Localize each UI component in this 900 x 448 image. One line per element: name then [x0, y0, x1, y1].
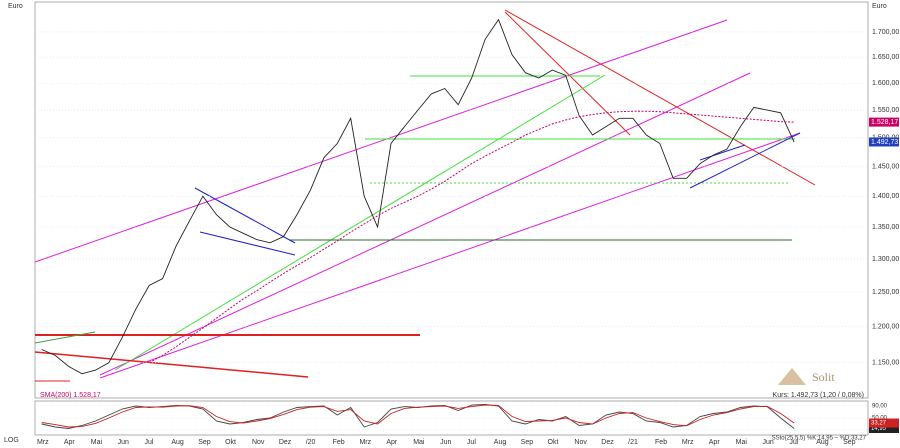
value-badge — [869, 137, 899, 147]
x-tick-label: Jul — [144, 439, 153, 446]
x-tick-label: Nov — [252, 439, 265, 446]
x-tick-label: Mrz — [359, 439, 371, 446]
x-tick-label: Dez — [601, 439, 614, 446]
trendlines — [34, 9, 816, 382]
x-tick-label: Okt — [225, 439, 236, 446]
y-tick-label: 1.600,00 — [872, 80, 899, 87]
y-tick-label: 1.300,00 — [872, 256, 899, 263]
x-tick-label: Jun — [440, 439, 451, 446]
trendline — [504, 9, 816, 186]
logo-icon — [778, 368, 806, 385]
x-tick-label: Nov — [574, 439, 587, 446]
trendline — [194, 187, 296, 244]
unit-label: Euro — [8, 3, 23, 10]
value-badge — [869, 424, 899, 434]
x-tick-label: Mai — [413, 439, 425, 446]
x-tick-label: Mrz — [682, 439, 694, 446]
x-tick-label: Feb — [333, 439, 345, 446]
x-tick-label: Apr — [64, 439, 76, 446]
x-tick-label: Jun — [763, 439, 774, 446]
value-badge — [869, 117, 899, 127]
trendline — [34, 331, 96, 344]
x-tick-label: Sep — [198, 439, 211, 446]
y-tick-label: 1.150,00 — [872, 360, 899, 367]
trendline — [699, 144, 746, 161]
x-tick-label: Sep — [521, 439, 534, 446]
y-tick-label: 1.350,00 — [872, 224, 899, 231]
x-tick-label: Okt — [548, 439, 559, 446]
value-badge-label: 1.528,17 — [871, 119, 898, 126]
stoch-legend: SSto(25,5,5) %K:14,95 – %D:33,27 — [772, 436, 867, 442]
x-tick-label: Mai — [91, 439, 103, 446]
value-badge-label: 33,27 — [871, 421, 887, 427]
y-tick-label: 1.650,00 — [872, 54, 899, 61]
y-tick-label: 1.250,00 — [872, 289, 899, 296]
trendline — [199, 231, 296, 256]
y-tick-label: 1.400,00 — [872, 193, 899, 200]
y-tick-label: 90,00 — [872, 404, 888, 410]
x-tick-label: Jul — [789, 439, 798, 446]
trendline — [34, 351, 309, 378]
x-tick-label: Dez — [279, 439, 292, 446]
x-tick-label: Sep — [843, 439, 856, 446]
x-tick-label: /20 — [306, 439, 316, 446]
legend-entry: SMA(200) 1.528,17 — [40, 392, 101, 399]
x-tick-label: Aug — [816, 439, 829, 446]
x-tick-label: Jul — [467, 439, 476, 446]
x-tick-label: Aug — [494, 439, 507, 446]
price-panel — [34, 1, 869, 399]
y-tick-label: 1.450,00 — [872, 163, 899, 170]
trendline — [114, 74, 606, 371]
axis-label: LOG — [4, 437, 19, 444]
value-badge-label: 14,95 — [871, 426, 887, 432]
brand: Solit — [812, 370, 835, 384]
trendline — [504, 11, 631, 136]
series-line — [41, 404, 795, 428]
x-tick-label: Feb — [655, 439, 667, 446]
trendline — [34, 19, 728, 263]
unit-label: Euro — [872, 3, 887, 10]
info: Kurs: 1.492,73 (1,20 / 0,08%) — [773, 392, 864, 399]
x-tick-label: Mrz — [37, 439, 49, 446]
y-tick-label: 1.200,00 — [872, 324, 899, 331]
x-tick-label: Aug — [171, 439, 184, 446]
trendline — [99, 132, 801, 379]
y-tick-label: 1.550,00 — [872, 107, 899, 114]
x-tick-label: Apr — [386, 439, 398, 446]
y-tick-label: 1.700,00 — [872, 29, 899, 36]
value-badge — [869, 418, 899, 428]
x-tick-label: Apr — [709, 439, 721, 446]
series-line — [148, 110, 795, 364]
x-tick-label: Jun — [118, 439, 129, 446]
x-tick-label: Mai — [736, 439, 748, 446]
trendline — [689, 132, 801, 189]
x-tick-label: /21 — [628, 439, 638, 446]
series-line — [41, 18, 795, 375]
value-badge-label: 1.492,73 — [871, 139, 898, 146]
